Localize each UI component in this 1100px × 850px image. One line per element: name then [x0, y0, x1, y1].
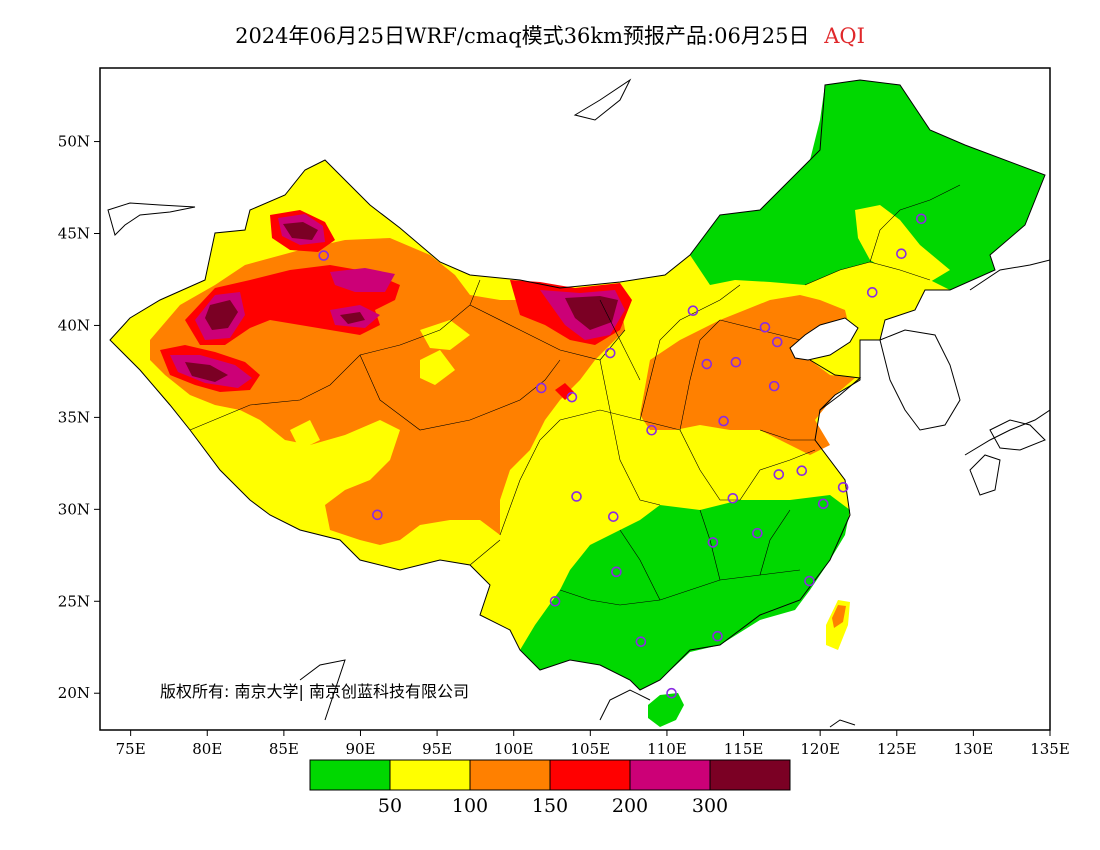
region-moderate-inlay [290, 420, 320, 450]
station-marker [687, 305, 699, 317]
colorbar-swatch [389, 759, 471, 791]
station-marker [915, 213, 927, 225]
station-marker [866, 287, 878, 298]
region-moderate-inlay [420, 350, 455, 385]
colorbar-swatch [709, 759, 791, 791]
station-marker [768, 380, 780, 392]
x-tick-label: 135E [1030, 740, 1070, 758]
x-tick-label: 110E [647, 740, 687, 758]
map-area [107, 78, 1050, 728]
plot-frame [99, 67, 1051, 731]
station-marker [730, 356, 742, 368]
title-pollutant: AQI [824, 24, 865, 48]
station-marker [646, 424, 657, 436]
station-marker [707, 537, 719, 548]
station-marker [796, 465, 808, 477]
region-good-northeast [690, 80, 1045, 290]
x-tick-label: 80E [192, 740, 222, 758]
colorbar-label: 200 [612, 795, 648, 817]
station-marker [759, 321, 771, 333]
station-marker [566, 391, 578, 403]
shandong-coast [809, 359, 862, 411]
region-hainan [648, 693, 684, 727]
region-hazardous [565, 296, 618, 330]
station-marker [318, 250, 330, 261]
station-marker [896, 248, 907, 260]
colorbar-swatch [549, 759, 631, 791]
region-taiwan-orange [832, 605, 846, 628]
title-main: 2024年06月25日WRF/cmaq模式36km预报产品:06月25日 [235, 24, 810, 48]
station-marker [611, 566, 622, 578]
colorbar-label: 100 [452, 795, 488, 817]
station-marker [535, 382, 547, 394]
y-tick-label: 40N [58, 316, 90, 334]
bohai-sea [789, 317, 859, 361]
y-tick-label: 35N [58, 408, 90, 426]
station-marker [718, 415, 729, 427]
neighbor-coastlines [107, 78, 1050, 728]
region-hazardous [185, 362, 228, 382]
station-marker [549, 595, 561, 607]
station-marker [604, 347, 616, 359]
x-tick-label: 75E [116, 740, 146, 758]
y-axis-ticks: 20N 25N 30N 35N 40N 45N 50N [58, 133, 100, 702]
x-tick-label: 125E [877, 740, 917, 758]
x-tick-label: 90E [345, 740, 375, 758]
region-very-unhealthy [330, 268, 395, 292]
colorbar-label: 50 [378, 795, 402, 817]
x-tick-label: 120E [800, 740, 840, 758]
station-markers [318, 213, 927, 699]
station-marker [571, 491, 582, 502]
y-tick-label: 20N [58, 684, 90, 702]
y-tick-label: 25N [58, 592, 90, 610]
region-good-south [520, 495, 850, 690]
station-marker [608, 511, 619, 522]
colorbar-label: 300 [692, 795, 728, 817]
region-hazardous [340, 312, 365, 324]
y-tick-label: 50N [58, 133, 90, 151]
x-tick-label: 105E [571, 740, 611, 758]
y-tick-label: 45N [58, 225, 90, 243]
x-tick-label: 95E [422, 740, 452, 758]
region-hazardous [283, 222, 318, 240]
colorbar-swatch [309, 759, 391, 791]
copyright-text: 版权所有: 南京大学| 南京创蓝科技有限公司 [160, 682, 469, 701]
x-tick-label: 85E [269, 740, 299, 758]
station-marker [752, 527, 763, 539]
station-marker [701, 358, 713, 370]
y-tick-label: 30N [58, 500, 90, 518]
station-marker [712, 630, 723, 642]
station-marker [635, 636, 647, 648]
x-tick-label: 115E [724, 740, 764, 758]
region-moderate-ne [855, 205, 950, 285]
x-axis-ticks: 75E 80E 85E 90E 95E 100E 105E 110E 115E 120E 125E 1… [116, 730, 1070, 758]
colorbar-swatch [469, 759, 551, 791]
colorbar: 50 100 150 200 300 [309, 759, 791, 817]
region-usg-ncp [640, 295, 855, 455]
station-marker [771, 336, 783, 348]
colorbar-label: 150 [532, 795, 568, 817]
station-marker [773, 469, 785, 480]
region-unhealthy-5 [555, 383, 574, 400]
colorbar-swatch [629, 759, 711, 791]
station-marker [817, 498, 829, 510]
station-marker [837, 481, 849, 493]
map-title: 2024年06月25日WRF/cmaq模式36km预报产品:06月25日 AQI [0, 20, 1100, 50]
station-marker [804, 575, 815, 587]
station-marker [727, 492, 739, 504]
station-marker [666, 687, 677, 699]
region-hazardous [205, 300, 238, 330]
station-marker [372, 509, 383, 521]
x-tick-label: 100E [494, 740, 534, 758]
x-tick-label: 130E [954, 740, 994, 758]
region-moderate-inlay [420, 320, 470, 350]
province-borders [189, 184, 961, 606]
